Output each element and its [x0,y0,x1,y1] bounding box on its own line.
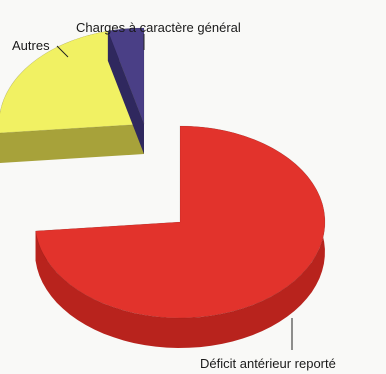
slice-top-charges-a-caractere-general [107,27,145,125]
label-charges: Charges à caractère général [76,20,241,35]
slice-charges-a-caractere-general [107,27,145,155]
slice-wall-charges-a-caractere-general-0 [107,31,144,155]
slice-deficit-anterieur-reporte [35,125,326,348]
leader-line-autres [56,45,69,58]
slice-top-deficit-anterieur-reporte [35,125,326,319]
label-deficit: Déficit antérieur reporté [200,356,336,371]
label-autres: Autres [12,38,50,53]
slice-wall-autres-0 [0,124,144,164]
